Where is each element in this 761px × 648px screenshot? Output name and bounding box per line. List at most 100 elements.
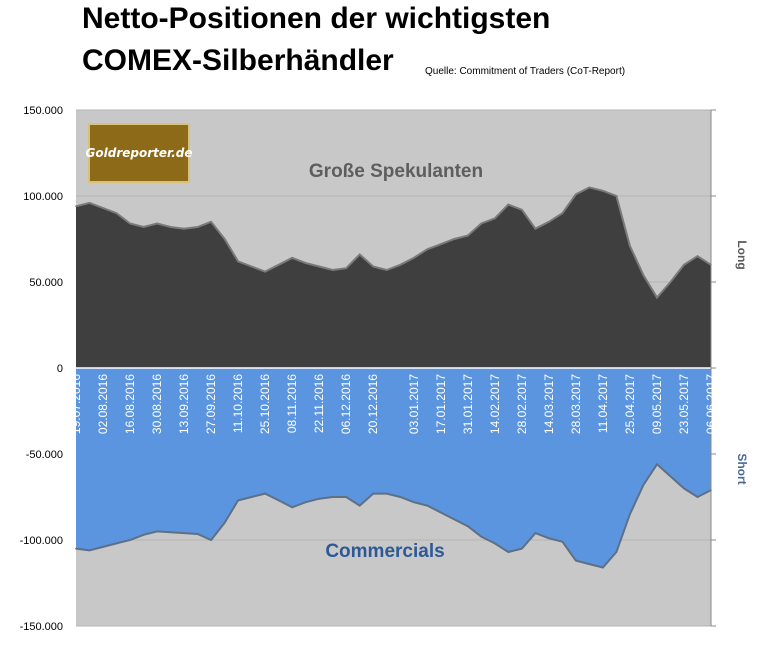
data-point-commercials	[75, 547, 77, 550]
x-tick-label: 25.04.2017	[623, 374, 637, 434]
x-tick-label: 31.01.2017	[461, 374, 475, 434]
data-point-spekulanten	[588, 186, 591, 189]
data-point-spekulanten	[196, 226, 199, 228]
data-point-spekulanten	[669, 281, 672, 283]
data-point-commercials	[439, 511, 442, 514]
data-point-spekulanten	[102, 207, 104, 209]
goldreporter-logo: Goldreporter.de	[85, 123, 193, 183]
x-tick-label: 28.03.2017	[569, 374, 583, 434]
data-point-commercials	[358, 504, 361, 507]
data-point-commercials	[277, 499, 280, 502]
y-tick-label: 50.000	[29, 277, 63, 289]
data-point-spekulanten	[291, 257, 293, 259]
data-point-spekulanten	[656, 296, 658, 299]
data-point-commercials	[561, 540, 564, 543]
data-point-commercials	[115, 542, 118, 545]
y-tick-label: -100.000	[20, 535, 63, 547]
data-point-commercials	[102, 546, 104, 548]
source-note: Quelle: Commitment of Traders (CoT-Repor…	[425, 66, 626, 77]
data-point-spekulanten	[453, 238, 456, 240]
data-point-commercials	[250, 496, 253, 498]
x-tick-label: 08.11.2016	[285, 374, 299, 433]
data-point-commercials	[548, 537, 550, 540]
x-tick-label: 02.08.2016	[96, 374, 110, 434]
data-point-commercials	[345, 496, 348, 498]
data-point-commercials	[304, 501, 307, 503]
data-point-spekulanten	[642, 274, 645, 276]
x-tick-label: 17.01.2017	[434, 374, 448, 434]
data-point-spekulanten	[629, 245, 631, 247]
data-point-commercials	[669, 475, 672, 478]
y-tick-label: -50.000	[26, 449, 63, 461]
data-point-commercials	[575, 559, 577, 562]
y-tick-label: 100.000	[23, 191, 63, 203]
data-point-commercials	[642, 484, 645, 486]
data-point-spekulanten	[318, 265, 320, 268]
data-point-commercials	[480, 535, 483, 538]
y-tick-label: 150.000	[23, 105, 63, 117]
data-point-commercials	[129, 539, 131, 541]
data-point-commercials	[602, 566, 604, 569]
data-point-commercials	[210, 539, 212, 541]
data-point-commercials	[399, 496, 402, 498]
chart-title-line2: COMEX-Silberhändler	[82, 44, 394, 77]
data-point-spekulanten	[223, 238, 226, 240]
x-tick-label: 09.05.2017	[650, 374, 664, 434]
series-area-spekulanten	[76, 187, 711, 368]
x-tick-label: 06.06.2017	[704, 374, 718, 434]
data-point-spekulanten	[439, 243, 442, 245]
data-point-spekulanten	[169, 226, 172, 228]
data-point-commercials	[291, 506, 293, 509]
data-point-spekulanten	[615, 195, 618, 197]
data-point-spekulanten	[129, 222, 131, 225]
data-point-commercials	[494, 542, 496, 545]
series-line-commercials	[75, 462, 712, 569]
data-point-commercials	[183, 532, 185, 534]
x-tick-label: 19.07.2016	[69, 374, 83, 434]
data-point-spekulanten	[494, 217, 496, 220]
data-point-commercials	[385, 492, 388, 495]
data-point-commercials	[331, 496, 334, 498]
data-point-spekulanten	[250, 265, 253, 268]
data-point-spekulanten	[115, 212, 118, 214]
x-tick-label: 06.12.2016	[339, 374, 353, 434]
x-tick-label: 14.02.2017	[488, 374, 502, 434]
data-point-commercials	[237, 499, 239, 502]
data-point-spekulanten	[426, 248, 429, 251]
x-tick-label: 16.08.2016	[123, 374, 137, 434]
x-tick-label: 03.01.2017	[407, 374, 421, 434]
data-point-spekulanten	[521, 208, 523, 211]
data-point-spekulanten	[142, 226, 145, 228]
data-point-commercials	[453, 518, 456, 521]
data-point-spekulanten	[467, 234, 469, 237]
data-point-spekulanten	[683, 264, 685, 266]
data-point-commercials	[156, 530, 158, 533]
data-point-spekulanten	[507, 203, 510, 206]
data-point-spekulanten	[548, 221, 550, 223]
data-point-spekulanten	[385, 269, 388, 271]
x-tick-label: 30.08.2016	[150, 374, 164, 434]
data-point-spekulanten	[345, 267, 348, 270]
x-tick-label: 23.05.2017	[677, 374, 691, 434]
x-tick-label: 13.09.2016	[177, 374, 191, 434]
data-point-spekulanten	[602, 190, 604, 192]
data-point-spekulanten	[561, 212, 564, 214]
x-tick-label: 22.11.2016	[312, 374, 326, 433]
data-point-commercials	[467, 525, 469, 528]
series-label-commercials: Commercials	[325, 541, 444, 562]
series-label-spekulanten: Große Spekulanten	[309, 161, 483, 182]
data-point-commercials	[507, 551, 510, 553]
data-point-commercials	[264, 492, 266, 495]
data-point-commercials	[196, 533, 199, 535]
logo-text: Goldreporter.de	[85, 146, 193, 160]
data-point-commercials	[588, 563, 591, 565]
data-point-commercials	[683, 487, 685, 490]
data-point-spekulanten	[277, 264, 280, 266]
data-point-commercials	[615, 551, 618, 553]
data-point-spekulanten	[372, 265, 375, 268]
x-tick-label: 20.12.2016	[366, 374, 380, 434]
x-tick-label: 11.04.2017	[596, 374, 610, 433]
x-axis-ticks: 19.07.2016 02.08.2016 16.08.2016 30.08.2016…	[69, 374, 718, 434]
data-point-spekulanten	[399, 264, 402, 266]
data-point-commercials	[426, 504, 429, 507]
